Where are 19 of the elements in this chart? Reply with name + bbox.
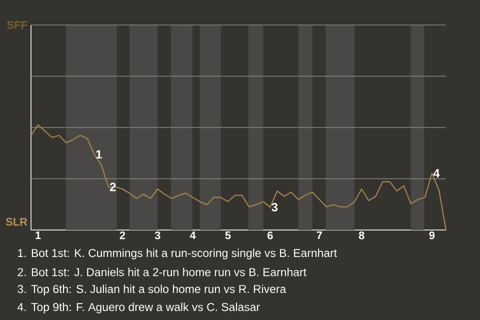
- annotation: 3: [272, 202, 278, 212]
- annotation: 2: [110, 182, 116, 192]
- x-tick-label: 4: [190, 232, 196, 240]
- text: 1. Bot 1st: K. Cummings hit a run-scoring single vs B. Earnhart: [18, 248, 337, 260]
- x-tick-label: 1: [36, 232, 41, 240]
- x-tick-label: 8: [358, 232, 364, 240]
- text: SFF: [7, 21, 28, 29]
- x-tick-label: 5: [225, 232, 231, 240]
- x-tick-label: 6: [268, 232, 273, 240]
- x-tick-label: 2: [120, 232, 126, 240]
- text: 4. Top 9th: F. Aguero drew a walk vs C. Salasar: [17, 302, 260, 314]
- x-tick-label: 7: [316, 232, 322, 240]
- text: 3. Top 6th: S. Julian hit a solo home run vs R. Rivera: [18, 284, 286, 296]
- x-tick-label: 3: [154, 232, 160, 240]
- x-tick-label: 9: [429, 232, 435, 240]
- text: 2. Bot 1st: J. Daniels hit a 2-run home run vs B. Earnhart: [18, 268, 306, 276]
- annotation: 4: [433, 169, 440, 178]
- annotation: 1: [96, 150, 102, 158]
- text: SLR: [6, 218, 28, 226]
